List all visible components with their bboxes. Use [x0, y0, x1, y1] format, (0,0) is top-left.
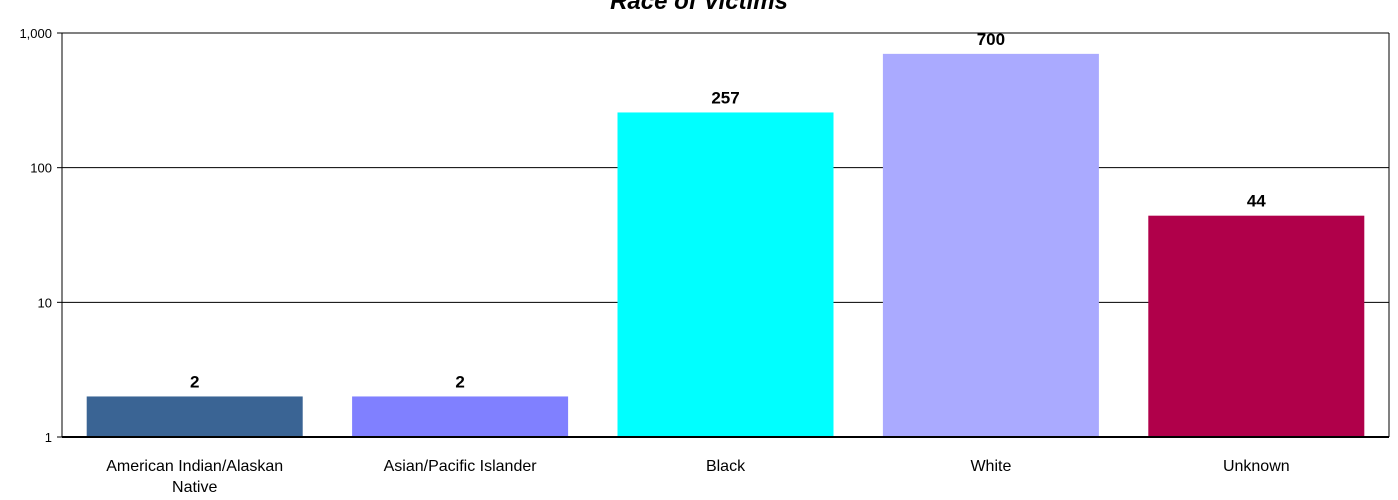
x-category-label: American Indian/Alaskan [106, 458, 283, 475]
bar [86, 396, 303, 437]
bar [617, 112, 834, 437]
axes [57, 32, 1390, 438]
data-label: 257 [711, 88, 739, 107]
y-tick-label: 10 [38, 295, 52, 310]
x-category-label: Unknown [1223, 458, 1290, 475]
data-label: 44 [1247, 192, 1266, 211]
y-tick-label: 100 [30, 161, 52, 176]
bars [86, 53, 1365, 437]
x-category-label: White [970, 458, 1011, 475]
x-category-label: Native [172, 479, 217, 496]
data-label: 2 [190, 372, 199, 391]
x-category-label: Asian/Pacific Islander [384, 458, 538, 475]
y-tick-label: 1,000 [19, 26, 52, 41]
bar [1148, 215, 1365, 437]
labels: 1 10 100 1,000 2 American Indian/Alaskan Nativ… [19, 26, 1289, 496]
y-tick-label: 1 [45, 430, 52, 445]
x-category-label: Black [706, 458, 746, 475]
bar [352, 396, 569, 437]
data-label: 700 [977, 30, 1005, 49]
chart-title: Race of Victims [610, 0, 788, 15]
bar [882, 53, 1099, 437]
data-label: 2 [455, 372, 464, 391]
